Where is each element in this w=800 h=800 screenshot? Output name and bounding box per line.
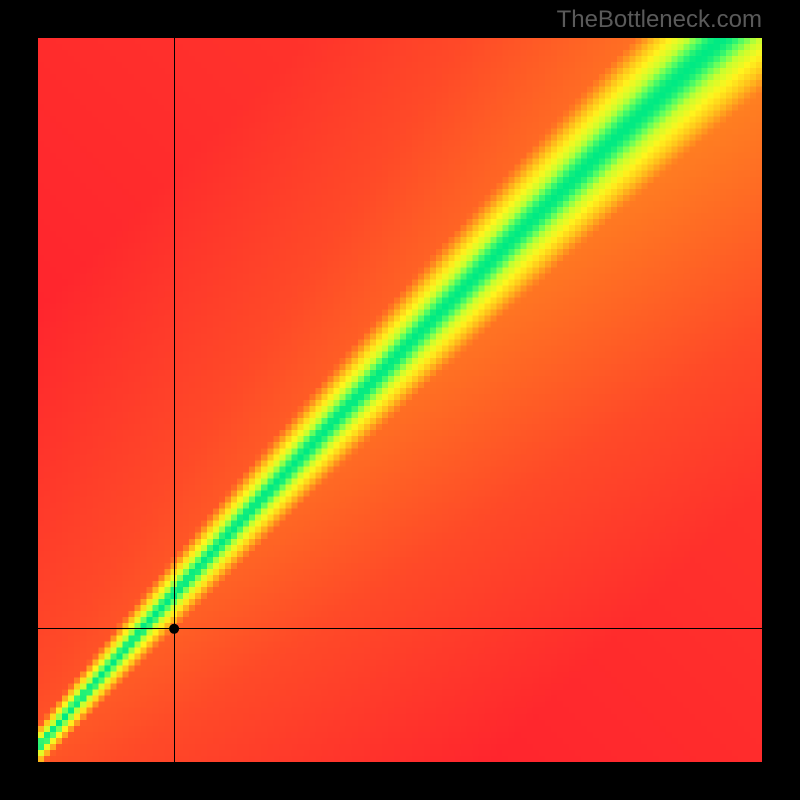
chart-container: TheBottleneck.com	[0, 0, 800, 800]
crosshair-vertical	[174, 38, 175, 762]
crosshair-horizontal	[38, 628, 762, 629]
bottleneck-heatmap	[38, 38, 762, 762]
watermark-text: TheBottleneck.com	[557, 6, 762, 34]
